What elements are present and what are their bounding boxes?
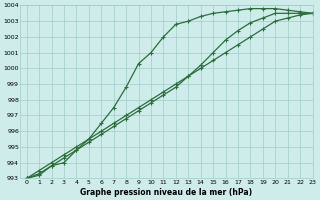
X-axis label: Graphe pression niveau de la mer (hPa): Graphe pression niveau de la mer (hPa) xyxy=(80,188,252,197)
